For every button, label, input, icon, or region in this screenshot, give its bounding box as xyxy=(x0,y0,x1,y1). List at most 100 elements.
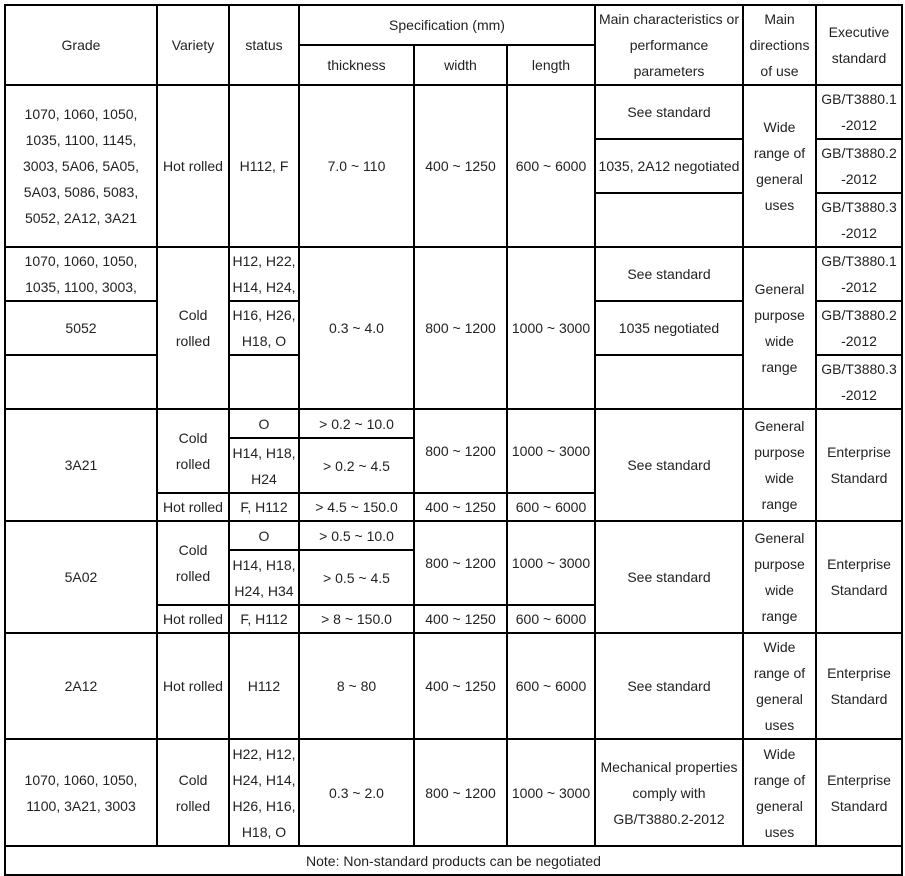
width-cell: 400 ~ 1250 xyxy=(413,492,508,522)
length-cell: 600 ~ 6000 xyxy=(506,84,596,248)
variety-cell: Hot rolled xyxy=(156,604,230,634)
standard-cell: Enterprise Standard xyxy=(815,738,903,847)
table-row: GB/T3880.3-2012 xyxy=(5,192,903,248)
characteristics-cell: 1035 negotiated xyxy=(594,300,744,356)
status-cell: H22, H12, H24, H14, H26, H16, H18, O xyxy=(228,738,300,847)
variety-cell: Cold rolled xyxy=(156,246,230,410)
standard-cell: GB/T3880.2-2012 xyxy=(815,300,903,356)
header-variety: Variety xyxy=(156,4,230,86)
table-row: 3A21 Cold rolled O > 0.2 ~ 10.0 800 ~ 12… xyxy=(4,408,903,522)
table-row: Hot rolled F, H112 > 8 ~ 150.0 400 ~ 125… xyxy=(5,604,902,634)
directions-cell: Wide range of general uses xyxy=(742,738,817,847)
variety-cell: Cold rolled xyxy=(156,738,230,847)
variety-cell: Hot rolled xyxy=(156,632,230,740)
width-cell: 800 ~ 1200 xyxy=(413,738,508,847)
thickness-cell: > 0.2 ~ 4.5 xyxy=(298,437,415,494)
variety-cell: Hot rolled xyxy=(156,84,230,248)
status-cell: H16, H26, H18, O xyxy=(228,300,300,356)
directions-cell: Wide range of general uses xyxy=(742,632,817,740)
variety-cell: Cold rolled xyxy=(156,520,230,606)
thickness-cell: > 4.5 ~ 150.0 xyxy=(298,492,415,522)
status-cell: F, H112 xyxy=(228,492,300,522)
table-row: GB/T3880.3-2012 xyxy=(4,354,903,410)
status-cell: H112, F xyxy=(228,84,300,248)
directions-cell: Wide range of general uses xyxy=(742,84,817,248)
grade-cell: 2A12 xyxy=(4,632,158,740)
status-cell: F, H112 xyxy=(228,604,300,634)
thickness-cell: > 0.5 ~ 4.5 xyxy=(298,549,415,606)
variety-cell: Hot rolled xyxy=(156,492,230,522)
width-cell: 400 ~ 1250 xyxy=(413,632,508,740)
standard-cell: GB/T3880.1-2012 xyxy=(815,84,903,140)
directions-cell: General purpose wide range xyxy=(742,520,817,634)
table-row: 1070, 1060, 1050, 1035, 1100, 1145, 3003… xyxy=(4,84,903,248)
specification-table: Grade Variety status Specification (mm) … xyxy=(4,4,903,876)
characteristics-cell: See standard xyxy=(594,520,744,634)
header-main-characteristics: Main characteristics or performance para… xyxy=(594,4,744,86)
width-cell: 800 ~ 1200 xyxy=(413,408,508,494)
characteristics-cell xyxy=(594,192,744,248)
table-row: 1035, 2A12 negotiated GB/T3880.2-2012 xyxy=(5,138,903,194)
grade-cell: 5052 xyxy=(4,300,158,356)
thickness-cell: > 8 ~ 150.0 xyxy=(298,604,415,634)
width-cell: 400 ~ 1250 xyxy=(413,84,508,248)
table-row: Hot rolled F, H112 > 4.5 ~ 150.0 400 ~ 1… xyxy=(5,492,902,522)
width-cell: 800 ~ 1200 xyxy=(413,246,508,410)
table-row: H14, H18, H24, H34 > 0.5 ~ 4.5 xyxy=(5,549,902,606)
grade-cell xyxy=(4,354,158,410)
table-row: 1070, 1060, 1050, 1035, 1100, 3003, Cold… xyxy=(4,246,903,410)
header-main-directions: Main directions of use xyxy=(742,4,817,86)
standard-cell: Enterprise Standard xyxy=(815,520,903,634)
thickness-cell: > 0.5 ~ 10.0 xyxy=(298,520,415,551)
note-text: Note: Non-standard products can be negot… xyxy=(4,845,903,876)
header-width: width xyxy=(413,44,508,86)
directions-cell: General purpose wide range xyxy=(742,246,817,410)
header-status: status xyxy=(228,4,300,86)
length-cell: 1000 ~ 3000 xyxy=(506,520,596,606)
standard-cell: Enterprise Standard xyxy=(815,408,903,522)
directions-cell: General purpose wide range xyxy=(742,408,817,522)
length-cell: 600 ~ 6000 xyxy=(506,492,596,522)
header-row: Grade Variety status Specification (mm) … xyxy=(4,4,903,86)
header-length: length xyxy=(506,44,596,86)
grade-cell: 1070, 1060, 1050, 1100, 3A21, 3003 xyxy=(4,738,158,847)
characteristics-cell: See standard xyxy=(594,246,744,302)
characteristics-cell: See standard xyxy=(594,408,744,522)
characteristics-cell: See standard xyxy=(594,632,744,740)
characteristics-cell xyxy=(594,354,744,410)
grade-cell: 1070, 1060, 1050, 1035, 1100, 1145, 3003… xyxy=(4,84,158,248)
length-cell: 1000 ~ 3000 xyxy=(506,408,596,494)
thickness-cell: > 0.2 ~ 10.0 xyxy=(298,408,415,439)
characteristics-cell: 1035, 2A12 negotiated xyxy=(594,138,744,194)
grade-cell: 3A21 xyxy=(4,408,158,522)
standard-cell: GB/T3880.3-2012 xyxy=(815,354,903,410)
status-cell: O xyxy=(228,408,300,439)
header-executive-standard: Executive standard xyxy=(815,4,903,86)
variety-cell: Cold rolled xyxy=(156,408,230,494)
thickness-cell: 7.0 ~ 110 xyxy=(298,84,415,248)
characteristics-cell: See standard xyxy=(594,84,744,140)
status-cell: H14, H18, H24 xyxy=(228,437,300,494)
grade-cell: 1070, 1060, 1050, 1035, 1100, 3003, xyxy=(4,246,158,302)
status-cell: H14, H18, H24, H34 xyxy=(228,549,300,606)
header-grade: Grade xyxy=(4,4,158,86)
thickness-cell: 0.3 ~ 4.0 xyxy=(298,246,415,410)
subheader-row: thickness width length xyxy=(5,44,902,86)
note-row: Note: Non-standard products can be negot… xyxy=(4,845,903,876)
table-row: 5A02 Cold rolled O > 0.5 ~ 10.0 800 ~ 12… xyxy=(4,520,903,634)
standard-cell: GB/T3880.1-2012 xyxy=(815,246,903,302)
table-row: 2A12 Hot rolled H112 8 ~ 80 400 ~ 1250 6… xyxy=(4,632,903,740)
status-cell: H12, H22, H14, H24, xyxy=(228,246,300,302)
table-row: H14, H18, H24 > 0.2 ~ 4.5 xyxy=(5,437,902,494)
length-cell: 600 ~ 6000 xyxy=(506,632,596,740)
status-cell: H112 xyxy=(228,632,300,740)
standard-cell: Enterprise Standard xyxy=(815,632,903,740)
length-cell: 1000 ~ 3000 xyxy=(506,246,596,410)
status-cell xyxy=(228,354,300,410)
table-row: 1070, 1060, 1050, 1100, 3A21, 3003 Cold … xyxy=(4,738,903,847)
width-cell: 800 ~ 1200 xyxy=(413,520,508,606)
header-thickness: thickness xyxy=(298,44,415,86)
status-cell: O xyxy=(228,520,300,551)
standard-cell: GB/T3880.2-2012 xyxy=(815,138,903,194)
table-row: 5052 H16, H26, H18, O 1035 negotiated GB… xyxy=(4,300,903,356)
